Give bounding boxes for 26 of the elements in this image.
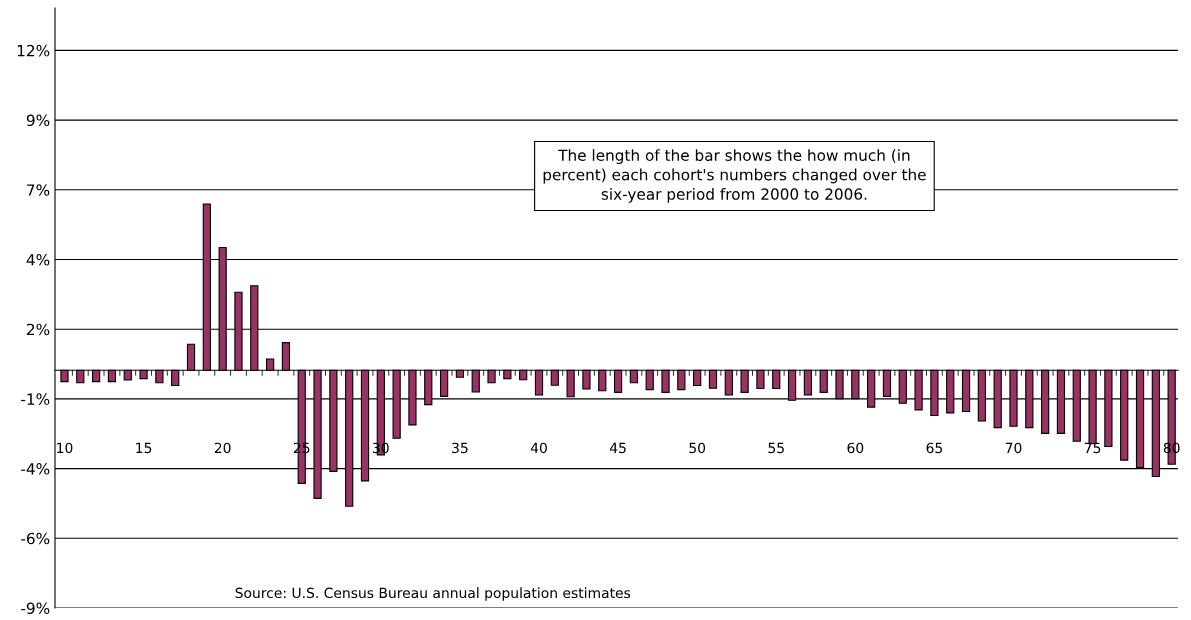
x-tick-label: 55 [768, 442, 784, 454]
x-tick-label: 65 [926, 442, 943, 454]
y-tick-label: -9% [21, 602, 50, 615]
x-tick-label: 15 [136, 442, 152, 454]
annotation: Source: U.S. Census Bureau annual population estimates [235, 587, 631, 601]
x-tick-label: 60 [847, 442, 864, 454]
x-tick-label: 50 [689, 442, 706, 454]
y-tick-label: -4% [21, 463, 50, 475]
x-tick-label: 10 [57, 442, 73, 454]
annotation: The length of the bar shows the how much (in percent) each cohort's numbers changed over the six-year period from 2000 to 2006. [543, 149, 926, 203]
x-tick-label: 80 [1163, 442, 1180, 454]
y-tick-label: -1% [21, 393, 50, 405]
x-tick-label: 35 [452, 442, 468, 454]
x-tick-label: 40 [530, 442, 547, 454]
x-tick-label: 45 [609, 442, 626, 454]
y-tick-label: 9% [26, 114, 50, 127]
x-tick-label: 20 [214, 442, 231, 454]
y-tick-label: -6% [21, 532, 50, 545]
x-tick-label: 75 [1084, 442, 1101, 454]
y-tick-label: 7% [27, 184, 50, 196]
x-tick-label: 30 [373, 442, 389, 454]
y-tick-label: 2% [27, 323, 50, 336]
x-tick-label: 25 [293, 442, 310, 454]
x-tick-label: 70 [1005, 442, 1022, 454]
y-tick-label: 12% [17, 44, 50, 57]
y-tick-label: 4% [26, 253, 50, 266]
